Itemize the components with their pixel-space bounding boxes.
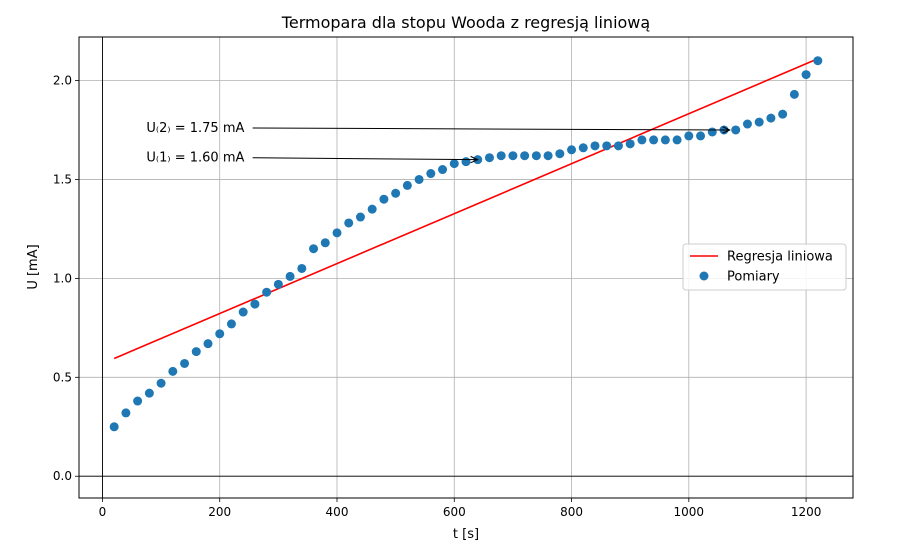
data-point [332, 228, 342, 238]
data-point [180, 358, 190, 368]
data-point [813, 56, 823, 66]
data-point [367, 204, 377, 214]
data-point [461, 157, 471, 167]
data-point [226, 319, 236, 329]
data-point [613, 141, 623, 151]
data-point [731, 125, 741, 135]
y-axis-label: U [mA] [26, 244, 41, 289]
data-point [578, 143, 588, 153]
legend-label: Pomiary [727, 270, 780, 285]
data-point [707, 127, 717, 137]
x-tick-label: 1000 [674, 505, 705, 519]
data-point [801, 70, 811, 80]
data-point [320, 238, 330, 248]
x-tick-label: 1200 [791, 505, 822, 519]
data-point [168, 366, 178, 376]
y-tick-label: 0.0 [53, 469, 72, 483]
y-ticks: 0.0 0.5 1.0 1.5 2.0 [53, 74, 79, 483]
x-ticks: 0 200 400 600 800 1000 1200 [99, 498, 822, 519]
data-point [684, 131, 694, 141]
data-point [660, 135, 670, 145]
legend-marker-swatch [699, 271, 709, 281]
x-axis-label: t [s] [453, 527, 479, 542]
data-point [438, 165, 448, 175]
plot-frame [78, 36, 854, 499]
data-point [426, 169, 436, 179]
legend-box [682, 243, 847, 291]
annotations: U₍2₎ = 1.75 mA U₍1₎ = 1.60 mA [146, 121, 729, 166]
data-point [414, 174, 424, 184]
y-tick-label: 0.5 [53, 370, 72, 384]
annotation-arrow [252, 128, 730, 130]
data-point [203, 339, 213, 349]
x-tick-label: 600 [443, 505, 466, 519]
data-point [250, 299, 260, 309]
y-tick-label: 1.0 [53, 271, 72, 285]
data-point [649, 135, 659, 145]
data-point [297, 263, 307, 273]
annotation-arrow [252, 158, 478, 160]
data-point [402, 180, 412, 190]
data-point [567, 145, 577, 155]
data-point [379, 194, 389, 204]
data-point [344, 218, 354, 228]
data-point [391, 188, 401, 198]
data-point [789, 89, 799, 99]
data-point [742, 119, 752, 129]
data-point [484, 153, 494, 163]
x-tick-label: 0 [99, 505, 107, 519]
data-point [531, 151, 541, 161]
data-point [672, 135, 682, 145]
data-point [625, 139, 635, 149]
data-point [156, 378, 166, 388]
x-tick-label: 400 [326, 505, 349, 519]
data-point [555, 149, 565, 159]
data-point [778, 109, 788, 119]
data-point [496, 151, 506, 161]
annotation-label: U₍1₎ = 1.60 mA [146, 151, 244, 166]
data-point [520, 151, 530, 161]
data-point [696, 131, 706, 141]
data-point [508, 151, 518, 161]
x-tick-label: 800 [560, 505, 583, 519]
data-point [355, 212, 365, 222]
x-tick-label: 200 [208, 505, 231, 519]
data-point [309, 244, 319, 254]
data-point [238, 307, 248, 317]
data-point [191, 347, 201, 357]
y-tick-label: 1.5 [53, 172, 72, 186]
data-point [262, 287, 272, 297]
legend-label: Regresja liniowa [727, 250, 833, 265]
data-point [285, 271, 295, 281]
data-point [121, 408, 131, 418]
data-point [602, 141, 612, 151]
legend: Regresja liniowa Pomiary [682, 243, 847, 291]
data-point [215, 329, 225, 339]
data-point [543, 151, 553, 161]
chart-title: Termopara dla stopu Wooda z regresją lin… [281, 13, 650, 32]
data-point [766, 113, 776, 123]
regression-line [113, 58, 819, 360]
data-point [449, 159, 459, 169]
data-point [754, 117, 764, 127]
data-point [590, 141, 600, 151]
data-point [637, 135, 647, 145]
data-point [109, 422, 119, 432]
data-point [144, 388, 154, 398]
y-tick-label: 2.0 [53, 74, 72, 88]
data-point [133, 396, 143, 406]
data-point [273, 279, 283, 289]
zero-lines [79, 37, 853, 498]
annotation-label: U₍2₎ = 1.75 mA [146, 121, 244, 136]
